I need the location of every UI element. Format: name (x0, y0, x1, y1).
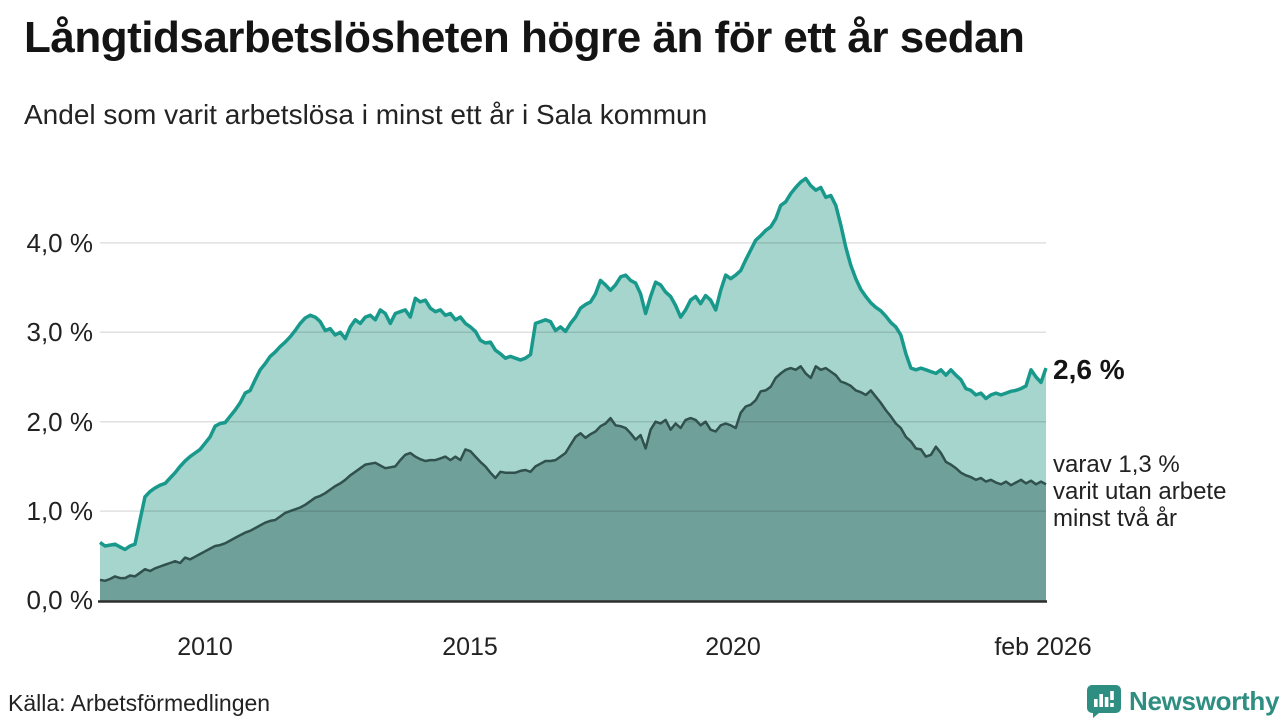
series2-annotation: varav 1,3 % varit utan arbete minst två … (1053, 451, 1273, 532)
x-axis-label-feb-2026: feb 2026 (994, 633, 1092, 661)
page-subtitle: Andel som varit arbetslösa i minst ett å… (24, 99, 708, 130)
series2-area-fill (100, 366, 1046, 601)
page-title: Långtidsarbetslösheten högre än för ett … (24, 13, 1025, 62)
x-axis-label-2010: 2010 (177, 633, 233, 661)
annotation-line-2: varit utan arbete (1053, 478, 1227, 505)
series1-line (98, 176, 1048, 552)
brand-wordmark: Newsworthy (1129, 685, 1280, 716)
y-axis-label-3: 3,0 % (26, 317, 94, 347)
annotation-line-3: minst två år (1053, 505, 1178, 532)
x-axis-label-2015: 2015 (442, 633, 498, 661)
x-axis-label-2020: 2020 (705, 633, 761, 661)
y-axis-label-4: 4,0 % (26, 228, 94, 258)
brand-logo: Newsworthy (1085, 684, 1279, 718)
y-axis-label-0: 0,0 % (26, 585, 94, 615)
y-axis-label-1: 1,0 % (26, 496, 94, 526)
source-attribution: Källa: Arbetsförmedlingen (8, 690, 271, 716)
newsworthy-logo-icon (1087, 685, 1121, 718)
series2-line (99, 365, 1047, 583)
annotation-line-1: varav 1,3 % (1053, 451, 1180, 478)
series-end-value-label: 2,6 % (1053, 354, 1125, 385)
y-axis-label-2: 2,0 % (26, 407, 94, 437)
